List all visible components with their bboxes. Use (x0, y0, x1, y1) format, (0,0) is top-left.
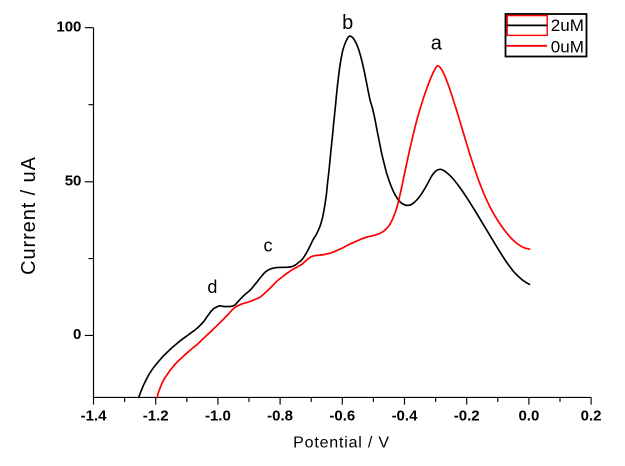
svg-text:b: b (342, 12, 353, 34)
svg-text:d: d (207, 277, 217, 297)
svg-text:-0.8: -0.8 (267, 408, 293, 425)
svg-text:Potential / V: Potential / V (293, 435, 390, 452)
svg-text:0.0: 0.0 (518, 408, 539, 425)
svg-text:c: c (264, 236, 273, 256)
svg-text:2uM: 2uM (551, 16, 584, 35)
svg-text:0.2: 0.2 (581, 408, 602, 425)
svg-text:0: 0 (73, 326, 81, 343)
svg-text:-1.2: -1.2 (143, 408, 169, 425)
svg-text:100: 100 (56, 18, 81, 35)
svg-text:-1.0: -1.0 (205, 408, 231, 425)
svg-text:-0.2: -0.2 (454, 408, 480, 425)
svg-text:-0.6: -0.6 (329, 408, 355, 425)
svg-text:0uM: 0uM (551, 38, 584, 57)
svg-text:50: 50 (65, 173, 82, 190)
svg-text:-1.4: -1.4 (81, 408, 108, 425)
svg-text:a: a (431, 33, 443, 55)
svg-text:Current / uA: Current / uA (18, 156, 40, 275)
svg-text:-0.4: -0.4 (392, 408, 419, 425)
